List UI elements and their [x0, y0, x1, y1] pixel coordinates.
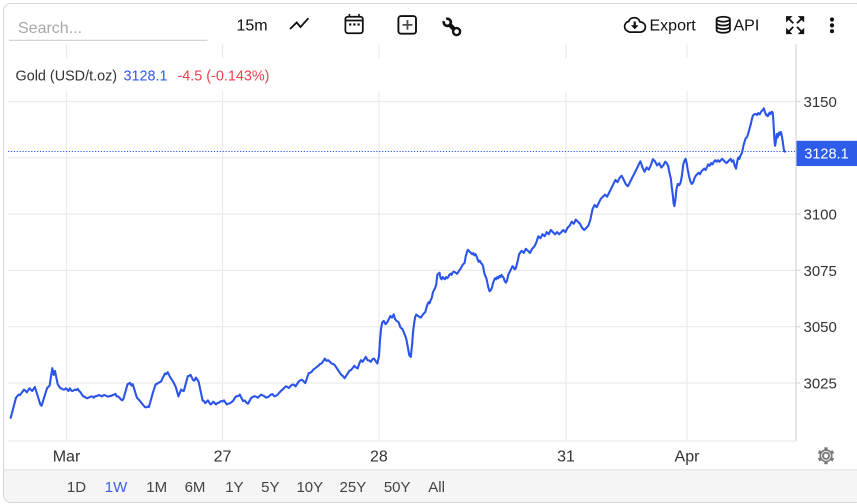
svg-text:-4.5 (-0.143%): -4.5 (-0.143%)	[177, 68, 269, 84]
svg-text:All: All	[428, 479, 445, 496]
svg-text:API: API	[733, 17, 759, 34]
svg-text:3075: 3075	[803, 263, 836, 280]
svg-text:1Y: 1Y	[225, 479, 243, 496]
svg-text:6M: 6M	[184, 479, 205, 496]
svg-text:31: 31	[557, 448, 575, 465]
svg-text:3050: 3050	[803, 319, 836, 336]
svg-text:3150: 3150	[803, 94, 836, 111]
svg-text:3128.1: 3128.1	[123, 68, 167, 84]
svg-text:1D: 1D	[67, 479, 86, 496]
svg-text:5Y: 5Y	[261, 479, 279, 496]
svg-text:Apr: Apr	[674, 448, 700, 465]
svg-text:1W: 1W	[105, 479, 128, 496]
svg-text:28: 28	[370, 448, 388, 465]
svg-text:1M: 1M	[146, 479, 167, 496]
svg-text:10Y: 10Y	[296, 479, 323, 496]
svg-text:Search...: Search...	[18, 20, 82, 37]
svg-text:15m: 15m	[236, 17, 267, 34]
svg-text:Export: Export	[649, 17, 696, 34]
svg-text:Mar: Mar	[53, 448, 81, 465]
svg-text:25Y: 25Y	[339, 479, 366, 496]
svg-text:50Y: 50Y	[384, 479, 411, 496]
svg-text:Gold (USD/t.oz): Gold (USD/t.oz)	[15, 68, 117, 84]
svg-text:3128.1: 3128.1	[804, 146, 848, 162]
svg-text:27: 27	[213, 448, 231, 465]
svg-text:3100: 3100	[803, 206, 836, 223]
svg-text:3025: 3025	[803, 375, 836, 392]
